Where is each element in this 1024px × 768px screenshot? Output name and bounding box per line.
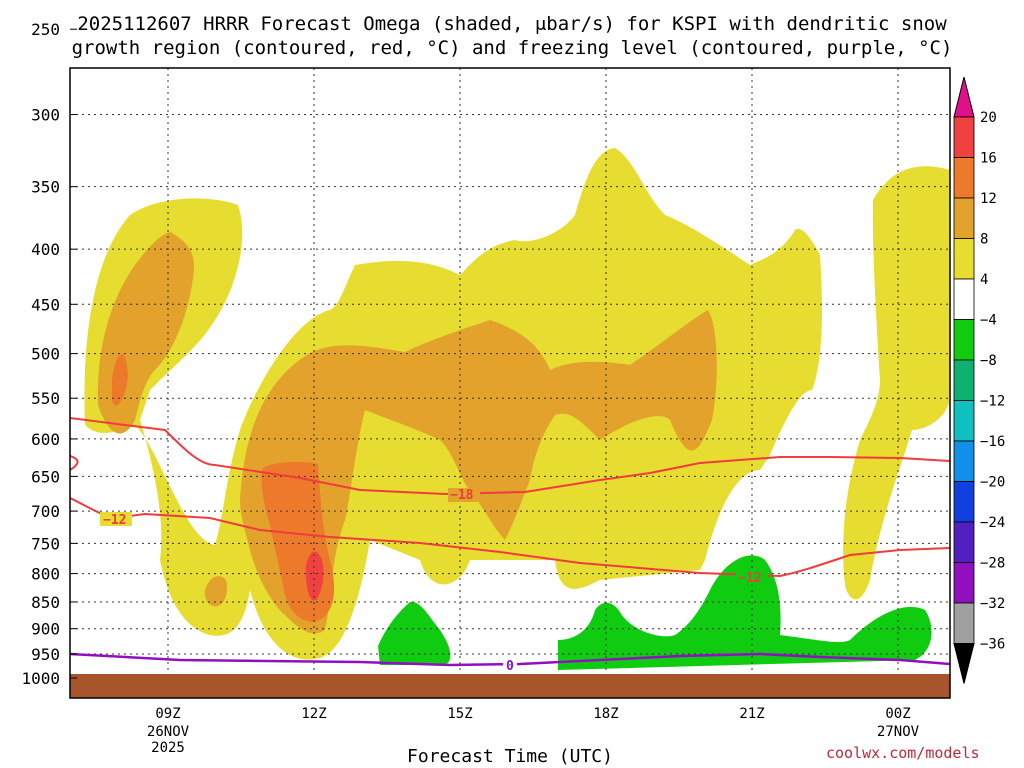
x-tick-label: 09Z — [155, 706, 180, 722]
colorbar-swatch — [953, 359, 975, 401]
colorbar-label: 8 — [980, 232, 988, 248]
y-tick-label: 400 — [31, 240, 60, 259]
y-tick-label: 500 — [31, 345, 60, 364]
colorbar-top-arrow — [953, 76, 975, 118]
plot-frame — [69, 67, 951, 699]
colorbar-swatch — [953, 602, 975, 644]
y-tick-label: 750 — [31, 534, 60, 553]
plot-area — [70, 68, 950, 698]
colorbar-swatch — [953, 521, 975, 563]
colorbar-label: 16 — [980, 151, 997, 167]
label-minus18: −18 — [450, 488, 474, 503]
y-tick-label: 1000 — [21, 669, 60, 688]
x-tick-label: 21Z — [739, 706, 764, 722]
x-tick-sublabel: 26NOV — [147, 724, 190, 740]
site-watermark: coolwx.com/models — [826, 744, 980, 762]
colorbar-swatch — [953, 197, 975, 239]
omega-neg4-region-b — [558, 555, 932, 670]
colorbar-swatch — [953, 157, 975, 199]
label-minus12-right: −12 — [738, 571, 761, 586]
dgz-contour-minus18 — [70, 417, 950, 496]
colorbar-bottom-arrow — [953, 643, 975, 684]
colorbar-label: 12 — [980, 191, 997, 207]
colorbar-swatch — [953, 440, 975, 482]
x-axis-title: Forecast Time (UTC) — [407, 746, 613, 767]
x-tick-label: 12Z — [301, 706, 326, 722]
colorbar-label: −12 — [980, 394, 1005, 410]
y-tick-label: 900 — [31, 620, 60, 639]
omega-shade-neg4 — [378, 555, 932, 670]
grid — [70, 68, 950, 698]
colorbar-label: −36 — [980, 637, 1005, 653]
y-tick-label: 550 — [31, 389, 60, 408]
dgz-contour-small — [70, 455, 79, 471]
y-tick-label: 600 — [31, 430, 60, 449]
x-tick-label: 15Z — [447, 706, 472, 722]
colorbar-label: −24 — [980, 515, 1005, 531]
dgz-contour-minus12 — [70, 497, 950, 578]
x-tick-sublabel: 2025 — [151, 740, 185, 756]
colorbar-label: 4 — [980, 272, 988, 288]
y-tick-label: 300 — [31, 106, 60, 125]
colorbar-swatch — [953, 562, 975, 604]
y-tick-label: 650 — [31, 467, 60, 486]
omega-16-region — [305, 551, 324, 601]
label-freezing-zero: 0 — [506, 659, 514, 674]
omega-4-region-right — [843, 166, 950, 600]
freezing-level-contour — [70, 652, 950, 667]
y-tick-label: 250 — [31, 20, 60, 39]
colorbar-swatch — [953, 319, 975, 361]
colorbar-label: −16 — [980, 434, 1005, 450]
omega-8-region-small — [204, 576, 228, 607]
colorbar-label: −20 — [980, 475, 1005, 491]
y-axis: 250 300 350 400 450 500 550 600 650 700 750 800 850 9… — [21, 20, 77, 688]
colorbar-label: −8 — [980, 353, 997, 369]
y-tick-label: 450 — [31, 295, 60, 314]
x-tick-label: 00Z — [885, 706, 910, 722]
ground-surface — [70, 674, 950, 698]
omega-12-region-a — [112, 354, 128, 406]
colorbar-swatch — [953, 278, 975, 320]
x-tick-sublabel: 27NOV — [877, 724, 920, 740]
colorbar-swatch — [953, 400, 975, 442]
chart-title-line2: growth region (contoured, red, °C) and f… — [71, 37, 953, 59]
y-tick-label: 800 — [31, 565, 60, 584]
colorbar-label: −32 — [980, 596, 1005, 612]
colorbar-label: 20 — [980, 110, 997, 126]
omega-neg4-region-a — [378, 601, 451, 665]
colorbar-swatch — [953, 481, 975, 523]
colorbar-label: −4 — [980, 313, 997, 329]
label-minus12-left: −12 — [103, 513, 126, 528]
y-tick-label: 700 — [31, 502, 60, 521]
chart-title-line1: 2025112607 HRRR Forecast Omega (shaded, … — [77, 13, 947, 35]
colorbar-swatch — [953, 116, 975, 158]
y-tick-label: 850 — [31, 593, 60, 612]
colorbar-label: −28 — [980, 556, 1005, 572]
colorbar-swatch — [953, 238, 975, 280]
y-tick-label: 950 — [31, 645, 60, 664]
omega-shade-16 — [305, 551, 324, 601]
contour-labels: −18 −12 −12 0 — [100, 488, 768, 674]
omega-8-region-mid — [240, 310, 717, 634]
x-tick-label: 18Z — [593, 706, 618, 722]
colorbar: 20 16 12 8 4 −4 −8 −12 −16 −20 −24 −28 −32 −36 — [953, 76, 1005, 684]
y-tick-label: 350 — [31, 178, 60, 197]
